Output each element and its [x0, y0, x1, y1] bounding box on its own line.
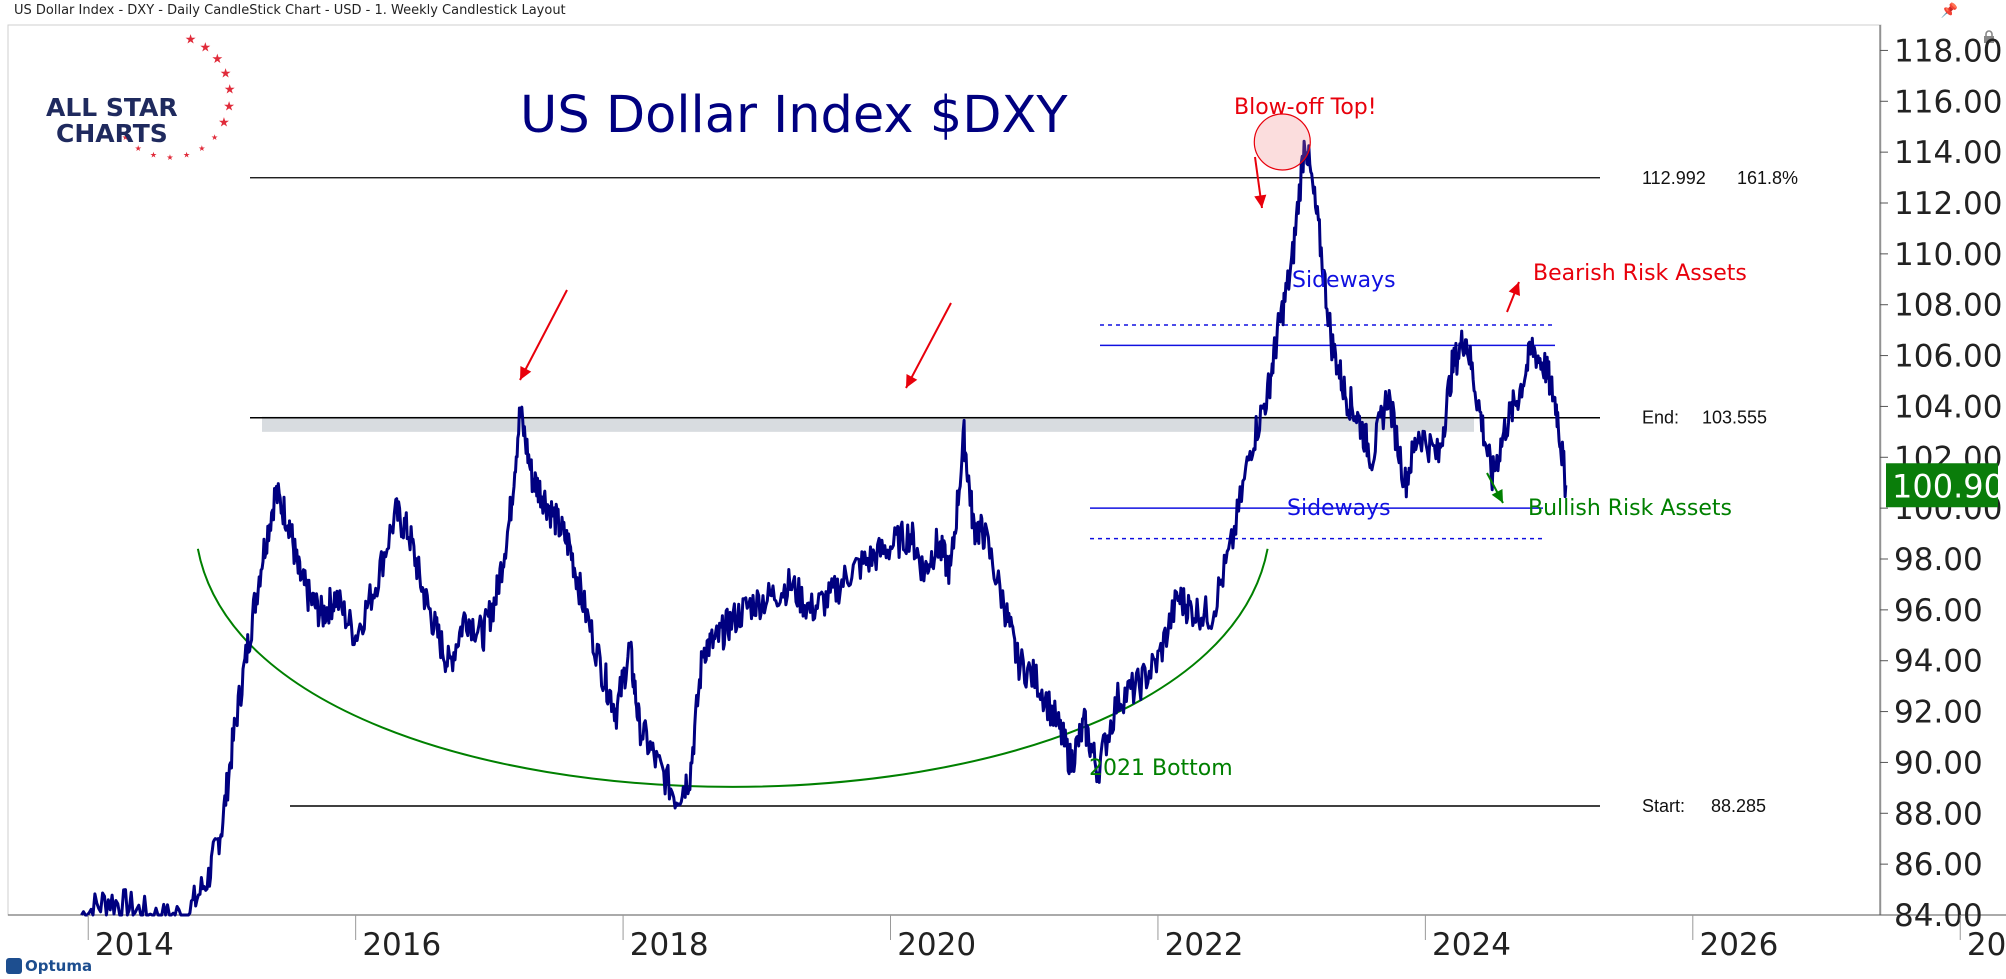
- lock-icon[interactable]: [1982, 30, 1996, 44]
- y-tick-label: 88.00: [1894, 796, 1983, 832]
- logo-star: ★: [166, 153, 173, 162]
- bottom-label: 2021 Bottom: [1089, 756, 1233, 781]
- x-tick-label: 2026: [1699, 927, 1778, 963]
- arrow-2020-peak: [905, 302, 952, 389]
- x-tick-label: 2014: [95, 927, 174, 963]
- y-tick-label: 84.00: [1894, 898, 1983, 934]
- logo-star: ★: [223, 98, 235, 113]
- start-value-label: 88.285: [1711, 796, 1766, 816]
- logo-star: ★: [220, 66, 232, 81]
- x-tick-label: 2018: [630, 927, 709, 963]
- logo-star: ★: [198, 144, 205, 153]
- arrow-blowoff-down: [1254, 156, 1267, 209]
- dxy-price-line: [80, 139, 1568, 917]
- logo-star: ★: [185, 32, 197, 47]
- x-tick-label: 2022: [1165, 927, 1244, 963]
- optuma-icon: [6, 958, 22, 974]
- optuma-brand: Optuma: [6, 957, 92, 975]
- end-text-label: End:: [1642, 408, 1679, 428]
- arrow-bullish-down: [1486, 472, 1504, 504]
- y-axis-ticks: 118.00 116.00 114.00 112.00 110.00 108.00 106.…: [1880, 33, 2002, 934]
- annotations-layer: Blow-off Top! Sideways Sideways Bearish Ris…: [519, 95, 1798, 816]
- arrow-2020-peak-shaft: [905, 302, 952, 389]
- levels-layer: [196, 177, 1600, 807]
- logo-star: ★: [135, 144, 142, 153]
- logo-star: ★: [218, 114, 230, 129]
- y-tick-label: 112.00: [1894, 186, 2002, 222]
- y-tick-label: 108.00: [1894, 288, 2002, 324]
- end-value-label: 103.555: [1702, 408, 1767, 428]
- allstar-logo: ★★★★★★★★★★★★★★ ALL STAR CHARTS: [46, 32, 235, 162]
- y-tick-label: 118.00: [1894, 33, 2002, 69]
- x-tick-label: 20: [1967, 927, 2006, 963]
- fib-pct-label: 161.8%: [1737, 168, 1798, 188]
- logo-stars: ★★★★★★★★★★★★★★: [122, 32, 236, 162]
- series-layer: [80, 139, 1568, 917]
- arrow-2016-peak-head: [520, 366, 532, 380]
- blowoff-label: Blow-off Top!: [1234, 95, 1377, 120]
- arrow-2016-peak-shaft: [519, 289, 568, 381]
- arrow-bearish-up: [1506, 281, 1520, 313]
- arrow-2020-peak-head: [906, 374, 918, 388]
- x-tick-label: 2016: [362, 927, 441, 963]
- optuma-label: Optuma: [25, 957, 93, 975]
- logo-line1: ALL STAR: [46, 93, 178, 122]
- y-tick-label: 116.00: [1894, 84, 2002, 120]
- arrow-bullish-down-head: [1491, 489, 1503, 503]
- logo-star: ★: [183, 151, 190, 160]
- y-tick-label: 90.00: [1894, 745, 1983, 781]
- resistance-zone: [262, 416, 1474, 432]
- y-tick-label: 110.00: [1894, 237, 2002, 273]
- sideways-bottom-label: Sideways: [1287, 496, 1391, 521]
- y-tick-label: 114.00: [1894, 135, 2002, 171]
- pin-icon[interactable]: 📌: [1940, 2, 1958, 18]
- y-tick-label: 104.00: [1894, 389, 2002, 425]
- last-price-tag: 100.90: [1886, 463, 2004, 508]
- logo-star: ★: [150, 151, 157, 160]
- x-axis-ticks: 2014 2016 2018 2020 2022 2024 2026 20: [87, 915, 2006, 963]
- blowoff-circle: [1253, 113, 1311, 171]
- sideways-top-label: Sideways: [1292, 268, 1396, 293]
- arrow-bearish-up-head: [1508, 282, 1520, 296]
- logo-star: ★: [211, 51, 223, 66]
- x-tick-label: 2024: [1432, 927, 1511, 963]
- logo-star: ★: [224, 82, 236, 97]
- chart-title: US Dollar Index $DXY: [520, 86, 1068, 145]
- arrow-blowoff-down-head: [1254, 194, 1267, 208]
- y-tick-label: 92.00: [1894, 695, 1983, 731]
- y-tick-label: 94.00: [1894, 644, 1983, 680]
- logo-star: ★: [199, 39, 211, 54]
- arrow-2016-peak: [519, 289, 568, 381]
- logo-line2: CHARTS: [56, 119, 168, 148]
- y-tick-label: 86.00: [1894, 847, 1983, 883]
- logo-star: ★: [211, 133, 218, 142]
- y-tick-label: 98.00: [1894, 542, 1983, 578]
- y-tick-label: 106.00: [1894, 339, 2002, 375]
- bearish-label: Bearish Risk Assets: [1533, 261, 1747, 286]
- fib-value-label: 112.992: [1642, 168, 1706, 188]
- window-title: US Dollar Index - DXY - Daily CandleStic…: [14, 3, 566, 18]
- logo-star: ★: [122, 133, 129, 142]
- bullish-label: Bullish Risk Assets: [1528, 496, 1732, 521]
- start-text-label: Start:: [1642, 796, 1685, 816]
- last-price: 100.90: [1892, 467, 2004, 505]
- y-tick-label: 96.00: [1894, 593, 1983, 629]
- x-tick-label: 2020: [897, 927, 976, 963]
- plot-frame: [7, 24, 1882, 916]
- saucer-arc: [196, 548, 1269, 788]
